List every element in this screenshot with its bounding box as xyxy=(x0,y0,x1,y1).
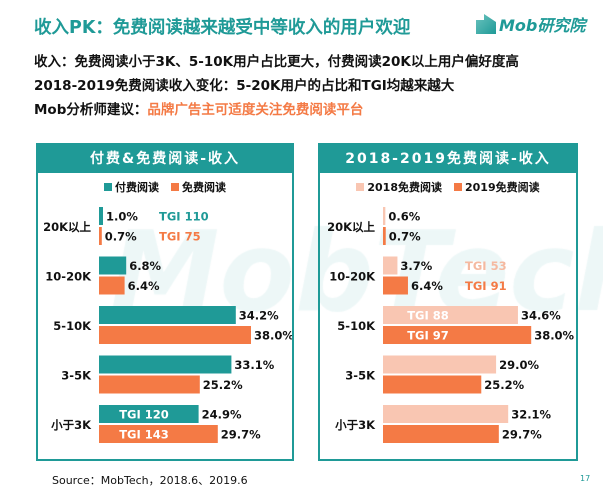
chart-title: 2018-2019免费阅读-收入 xyxy=(320,145,576,173)
bar xyxy=(99,355,232,374)
data-label: 0.7% xyxy=(105,230,137,244)
bar xyxy=(99,207,103,225)
tgi-label: TGI 110 xyxy=(159,210,209,224)
chart-panel-paid-vs-free: 付费&免费阅读-收入 付费阅读 免费阅读 20K以上 1.0% TGI 110 0.7… xyxy=(36,143,294,461)
data-label: 6.4% xyxy=(411,279,443,293)
data-label: 34.6% xyxy=(521,309,561,323)
data-label: 34.2% xyxy=(239,309,279,323)
legend: 2018免费阅读 2019免费阅读 xyxy=(320,179,576,195)
bar xyxy=(383,306,518,324)
legend-item: 免费阅读 xyxy=(171,179,226,195)
category-label: 小于3K xyxy=(334,418,376,432)
data-label: 3.7% xyxy=(400,259,432,273)
data-label: 33.1% xyxy=(234,358,274,372)
tgi-label: TGI 53 xyxy=(465,259,507,273)
chart-title: 付费&免费阅读-收入 xyxy=(38,145,292,173)
data-label: 6.4% xyxy=(128,279,160,293)
bar xyxy=(99,375,200,394)
data-label: 38.0% xyxy=(254,329,292,343)
category-label: 小于3K xyxy=(50,418,92,432)
suggestion-text: 品牌广告主可适度关注免费阅读平台 xyxy=(147,102,364,118)
logo: Mob研究院 xyxy=(476,12,585,36)
tgi-label: TGI 91 xyxy=(465,279,507,293)
page-number: 17 xyxy=(580,474,591,483)
data-label: 24.9% xyxy=(202,408,242,422)
data-label: 0.7% xyxy=(389,230,421,244)
category-label: 20K以上 xyxy=(43,220,91,234)
bar xyxy=(99,425,218,443)
tgi-label: TGI 97 xyxy=(407,329,449,343)
summary-line-2: 2018-2019免费阅读收入变化：5-20K用户的占比和TGI均越来越大 xyxy=(34,78,455,94)
bar xyxy=(383,425,499,443)
logo-text: Mob研究院 xyxy=(499,16,586,35)
legend-item: 2018免费阅读 xyxy=(356,179,442,195)
bar xyxy=(383,405,509,423)
data-label: 0.6% xyxy=(388,210,420,224)
category-label: 20K以上 xyxy=(327,220,375,234)
category-label: 10-20K xyxy=(45,270,92,284)
category-label: 5-10K xyxy=(337,319,376,333)
summary-line-1: 收入：免费阅读小于3K、5-10K用户占比更大，付费阅读20K以上用户偏好度高 xyxy=(34,54,519,70)
bar xyxy=(99,405,199,423)
chart-panel-2018-2019: 2018-2019免费阅读-收入 2018免费阅读 2019免费阅读 20K以上… xyxy=(318,143,578,461)
bar xyxy=(383,207,386,225)
bar xyxy=(383,326,532,344)
data-label: 29.7% xyxy=(221,428,261,442)
bar xyxy=(99,256,127,275)
bar xyxy=(383,276,408,295)
data-label: 38.0% xyxy=(534,329,574,343)
logo-icon xyxy=(476,14,496,34)
summary-line-3: Mob分析师建议：品牌广告主可适度关注免费阅读平台 xyxy=(34,98,363,118)
bar xyxy=(99,276,125,295)
bar xyxy=(383,256,398,275)
data-label: 25.2% xyxy=(203,378,243,392)
data-label: 29.0% xyxy=(499,358,539,372)
category-label: 3-5K xyxy=(345,369,376,383)
category-label: 5-10K xyxy=(53,319,92,333)
tgi-label: TGI 120 xyxy=(119,408,169,422)
bar xyxy=(99,326,251,344)
source-note: Source：MobTech，2018.6、2019.6 xyxy=(52,474,248,487)
page-title: 收入PK：免费阅读越来越受中等收入的用户欢迎 xyxy=(34,18,411,38)
data-label: 29.7% xyxy=(502,428,542,442)
data-label: 25.2% xyxy=(484,378,524,392)
tgi-label: TGI 88 xyxy=(407,309,449,323)
category-label: 3-5K xyxy=(61,369,92,383)
suggestion-label: Mob分析师建议： xyxy=(34,102,148,118)
bar xyxy=(383,375,482,394)
legend-item: 2019免费阅读 xyxy=(454,179,540,195)
tgi-label: TGI 143 xyxy=(119,428,169,442)
data-label: 32.1% xyxy=(511,408,551,422)
tgi-label: TGI 75 xyxy=(159,230,201,244)
bar xyxy=(383,355,497,374)
legend-item: 付费阅读 xyxy=(104,179,159,195)
bar xyxy=(99,227,102,245)
data-label: 1.0% xyxy=(106,210,138,224)
legend: 付费阅读 免费阅读 xyxy=(38,179,292,195)
bar xyxy=(383,227,386,245)
category-label: 10-20K xyxy=(329,270,376,284)
bar xyxy=(99,306,236,324)
data-label: 6.8% xyxy=(129,259,161,273)
